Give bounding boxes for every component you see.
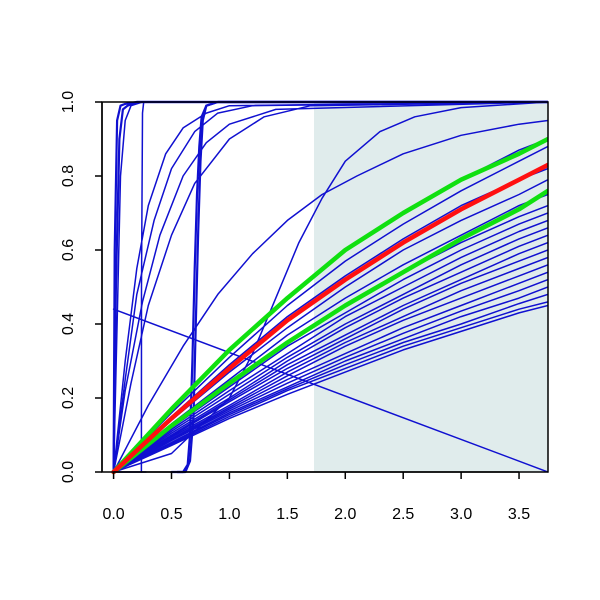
x-tick-label: 3.0: [450, 506, 472, 523]
series-line-ensemble-5: [112, 101, 548, 473]
series-line-ensemble-27: [112, 264, 548, 473]
series-line-ensemble-25: [112, 249, 548, 473]
y-tick-label: 0.8: [60, 165, 77, 187]
series-line-bounds-34: [111, 136, 548, 475]
series-line-ensemble-21: [112, 219, 548, 473]
series-line-ensemble-13: [112, 308, 548, 473]
y-tick-label: 1.0: [60, 91, 77, 113]
series-line-ensemble-30: [112, 286, 548, 473]
series-line-ensemble-33: [112, 304, 548, 473]
y-tick-label: 0.6: [60, 239, 77, 261]
plot-frame: [101, 101, 549, 473]
series-line-ensemble-8: [112, 101, 548, 473]
series-line-ensemble-29: [112, 278, 548, 473]
axes: 0.0 0.5 1.0 1.5 2.0 2.5 3.0 3.5 0.0 0.2 0.4 0.6 0.8 1…: [60, 91, 530, 523]
x-tick-label: 2.0: [334, 506, 356, 523]
series-line-ensemble-7: [112, 101, 548, 473]
series-line-central-36: [111, 162, 548, 475]
x-tick-label: 1.5: [276, 506, 298, 523]
x-tick-label: 2.5: [392, 506, 414, 523]
y-tick-label: 0.0: [60, 461, 77, 483]
series-line-ensemble-6: [112, 101, 548, 473]
series-line-ensemble-26: [112, 256, 548, 473]
x-tick-label: 0.5: [160, 506, 182, 523]
series-line-ensemble-32: [112, 301, 548, 473]
series-line-ensemble-22: [112, 227, 548, 473]
y-tick-label: 0.2: [60, 387, 77, 409]
series-line-ensemble-31: [112, 293, 548, 473]
series-layer: [111, 100, 548, 475]
series-line-ensemble-28: [112, 271, 548, 473]
y-tick-label: 0.4: [60, 313, 77, 335]
series-line-ensemble-15: [112, 145, 548, 473]
series-line-bounds-35: [111, 188, 548, 475]
series-line-ensemble-24: [112, 241, 548, 473]
series-line-ensemble-23: [112, 234, 548, 473]
x-tick-label: 3.5: [508, 506, 530, 523]
x-tick-label: 1.0: [218, 506, 240, 523]
x-tick-label: 0.0: [102, 506, 124, 523]
series-line-ensemble-11: [112, 119, 548, 473]
